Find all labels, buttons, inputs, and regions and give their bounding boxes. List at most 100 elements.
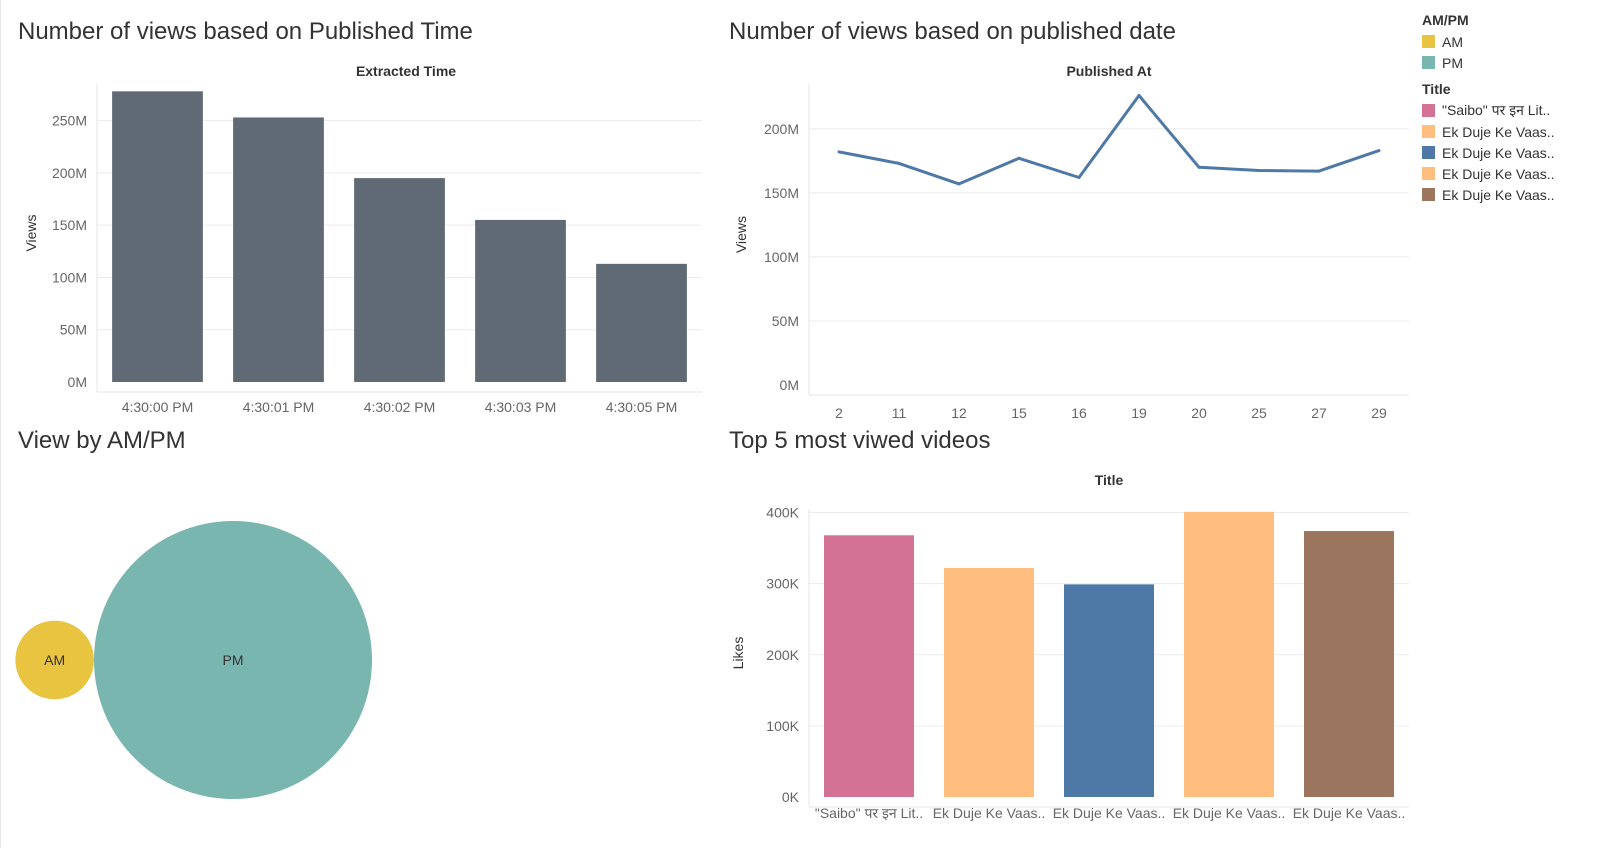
top5-x-tick-label: Ek Duje Ke Vaas..: [1293, 805, 1406, 821]
time-bar: [475, 219, 566, 382]
time-bar: [596, 263, 687, 382]
date-x-tick-label: 19: [1131, 405, 1147, 421]
date-x-tick-label: 29: [1371, 405, 1387, 421]
legend-item-title-2[interactable]: Ek Duje Ke Vaas..: [1422, 121, 1600, 142]
top5-y-tick-label: 400K: [766, 505, 799, 521]
ampm-legend: AM/PM AM PM: [1422, 12, 1600, 73]
bubble-am: [15, 620, 94, 700]
date-x-tick-label: 27: [1311, 405, 1327, 421]
legend-item-pm[interactable]: PM: [1422, 52, 1600, 73]
bubble-pm: [94, 521, 372, 799]
date-y-tick-label: 0M: [780, 377, 799, 393]
legend-label-title-5: Ek Duje Ke Vaas..: [1442, 186, 1555, 203]
published-date-title: Number of views based on published date: [729, 18, 1176, 45]
legend-label-title-1: "Saibo" पर इन Lit..: [1442, 102, 1551, 118]
legend-item-title-5[interactable]: Ek Duje Ke Vaas..: [1422, 184, 1600, 205]
date-point: [1017, 156, 1021, 160]
top5-y-tick-label: 100K: [766, 718, 799, 734]
top5-y-tick-label: 300K: [766, 576, 799, 592]
top5-bar: [944, 568, 1034, 797]
date-y-tick-label: 150M: [764, 185, 799, 201]
views-by-time-chart: 0M 50M 100M 150M 200M 250M Views 4:30:00 PM 4:30…: [23, 84, 702, 415]
date-x-tick-label: 11: [892, 405, 907, 421]
date-point: [1077, 176, 1081, 180]
legend-label-title-4: Ek Duje Ke Vaas..: [1442, 165, 1555, 182]
top5-bar: [1304, 531, 1394, 797]
time-bar: [354, 178, 445, 382]
extracted-time-header: Extracted Time: [355, 63, 457, 79]
time-y-tick-label: 200M: [52, 165, 87, 181]
legend-swatch-title-1: [1422, 104, 1435, 117]
top5-bar: [1064, 584, 1154, 797]
legend-item-title-1[interactable]: "Saibo" पर इन Lit..: [1422, 100, 1600, 121]
time-bar: [233, 117, 324, 382]
top5-x-tick-label: Ek Duje Ke Vaas..: [1173, 805, 1286, 821]
date-x-tick-label: 20: [1191, 405, 1207, 421]
legend-label-pm: PM: [1442, 54, 1463, 71]
legend: AM/PM AM PM Title "Saibo" पर इन Lit.. Ek…: [1422, 12, 1600, 213]
time-x-tick-label: 4:30:00 PM: [122, 399, 194, 415]
time-x-tick-label: 4:30:02 PM: [364, 399, 436, 415]
time-bar: [112, 91, 203, 382]
legend-item-title-4[interactable]: Ek Duje Ke Vaas..: [1422, 163, 1600, 184]
legend-swatch-am: [1422, 35, 1435, 48]
legend-item-title-3[interactable]: Ek Duje Ke Vaas..: [1422, 142, 1600, 163]
time-y-tick-label: 150M: [52, 217, 87, 233]
date-point: [1137, 94, 1141, 98]
time-y-tick-label: 250M: [52, 113, 87, 129]
date-y-axis-title: Views: [733, 216, 749, 253]
top5-x-tick-label: Ek Duje Ke Vaas..: [933, 805, 1046, 821]
time-x-tick-label: 4:30:05 PM: [606, 399, 678, 415]
legend-label-title-3: Ek Duje Ke Vaas..: [1442, 144, 1555, 161]
date-point: [1317, 169, 1321, 173]
legend-swatch-title-2: [1422, 125, 1435, 138]
bubble-label-pm: PM: [223, 652, 244, 668]
top5-bar: [824, 535, 914, 797]
title-legend: Title "Saibo" पर इन Lit.. Ek Duje Ke Vaa…: [1422, 81, 1600, 205]
dashboard-left-border: [0, 0, 1, 848]
title-legend-title: Title: [1422, 81, 1451, 97]
date-y-tick-label: 200M: [764, 121, 799, 137]
date-point: [837, 150, 841, 154]
top5-y-tick-label: 0K: [782, 789, 800, 805]
date-x-tick-label: 25: [1251, 405, 1267, 421]
time-x-tick-label: 4:30:01 PM: [243, 399, 315, 415]
date-x-tick-label: 16: [1071, 405, 1087, 421]
top5-videos-chart: 0K 100K 200K 300K 400K Likes "Saibo" पर इन Lit…: [730, 505, 1409, 821]
legend-item-am[interactable]: AM: [1422, 31, 1600, 52]
ampm-title: View by AM/PM: [18, 427, 186, 454]
top5-bar: [1184, 511, 1274, 797]
legend-label-title-2: Ek Duje Ke Vaas..: [1442, 123, 1555, 140]
top5-x-tick-label: "Saibo" पर इन Lit..: [815, 805, 923, 821]
date-point: [1197, 165, 1201, 169]
top5-x-tick-label: Ek Duje Ke Vaas..: [1053, 805, 1166, 821]
date-x-tick-label: 12: [951, 405, 967, 421]
published-at-header: Published At: [1066, 63, 1152, 79]
date-x-tick-label: 2: [835, 405, 843, 421]
top5-y-axis-title: Likes: [730, 637, 746, 670]
time-y-tick-label: 50M: [60, 322, 87, 338]
date-y-tick-label: 50M: [772, 313, 799, 329]
legend-swatch-title-4: [1422, 167, 1435, 180]
time-y-tick-label: 100M: [52, 269, 87, 285]
views-by-date-chart: 0M 50M 100M 150M 200M Views 2 11 12 15 16 19 20 25 27 2…: [733, 84, 1409, 421]
top5-y-tick-label: 200K: [766, 647, 799, 663]
date-point: [897, 161, 901, 165]
legend-label-am: AM: [1442, 33, 1463, 50]
legend-swatch-pm: [1422, 56, 1435, 69]
top5-title-header: Title: [1094, 472, 1124, 488]
time-y-axis-title: Views: [23, 214, 39, 251]
ampm-legend-title: AM/PM: [1422, 12, 1469, 28]
date-x-tick-label: 15: [1011, 405, 1027, 421]
time-x-tick-label: 4:30:03 PM: [485, 399, 557, 415]
date-point: [1257, 168, 1261, 172]
top5-title: Top 5 most viwed videos: [729, 427, 991, 454]
time-y-tick-label: 0M: [68, 374, 87, 390]
legend-swatch-title-5: [1422, 188, 1435, 201]
date-point: [957, 182, 961, 186]
date-point: [1377, 149, 1381, 153]
date-y-tick-label: 100M: [764, 249, 799, 265]
published-time-title: Number of views based on Published Time: [18, 18, 473, 45]
date-series-line: [838, 94, 1380, 186]
views-by-ampm-chart: AM PM: [15, 521, 372, 799]
